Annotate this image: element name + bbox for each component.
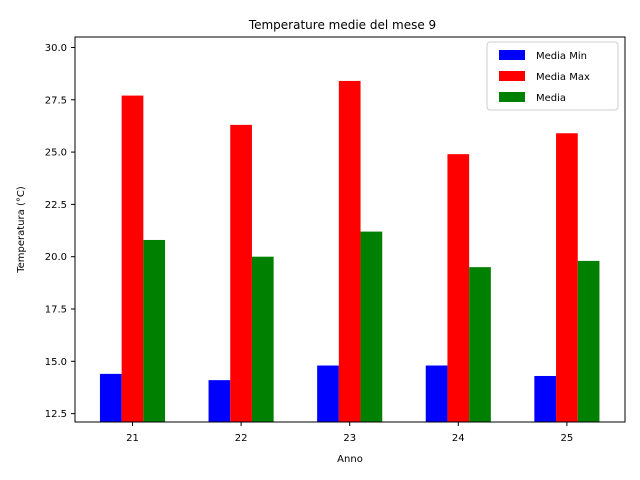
plot-area-frame [74, 36, 626, 423]
bar-media-min-23 [317, 365, 339, 422]
legend-label: Media Max [536, 72, 590, 83]
bar-media-23 [360, 231, 383, 422]
bar-media-24 [469, 267, 491, 422]
bar-media-min-22 [208, 380, 231, 422]
bar-media-max-24 [447, 154, 470, 423]
x-tick-label: 21 [126, 433, 139, 444]
y-tick-label: 15.0 [45, 357, 67, 368]
legend-swatch [499, 92, 525, 102]
x-tick-label: 22 [235, 433, 248, 444]
y-tick-label: 20.0 [45, 252, 67, 263]
y-tick-label: 27.5 [45, 95, 67, 106]
bar-media-min-21 [99, 373, 122, 423]
x-tick-label: 23 [343, 433, 356, 444]
y-axis-label: Temperatura (°C) [16, 186, 27, 274]
y-tick-label: 30.0 [45, 43, 67, 54]
chart-title: Temperature medie del mese 9 [248, 18, 436, 32]
y-tick-label: 17.5 [45, 305, 67, 316]
bar-media-max-23 [338, 80, 361, 422]
y-tick-label: 12.5 [45, 409, 67, 420]
x-tick-label: 24 [452, 433, 465, 444]
x-axis-ticks: 21 22 23 24 25 [126, 422, 573, 444]
legend-label: Media Min [536, 51, 587, 62]
legend: Media Min Media Max Media [486, 41, 619, 111]
y-axis-ticks: 12.5 15.0 17.5 20.0 22.5 25.0 27.5 30.0 [45, 43, 75, 420]
legend-swatch [499, 50, 525, 60]
bar-media-max-21 [121, 95, 144, 422]
legend-swatch [499, 71, 525, 81]
bar-media-min-24 [425, 365, 448, 422]
bar-media-25 [577, 260, 600, 422]
y-tick-label: 25.0 [45, 148, 67, 159]
bar-media-21 [143, 239, 166, 422]
legend-label: Media [536, 93, 566, 104]
bars-layer [99, 80, 600, 423]
y-tick-label: 22.5 [45, 200, 67, 211]
bar-media-min-25 [534, 375, 557, 422]
bar-media-max-22 [230, 124, 252, 422]
bar-media-max-25 [556, 133, 578, 422]
x-tick-label: 25 [561, 433, 574, 444]
bar-media-22 [251, 256, 274, 422]
x-axis-label: Anno [337, 454, 363, 465]
